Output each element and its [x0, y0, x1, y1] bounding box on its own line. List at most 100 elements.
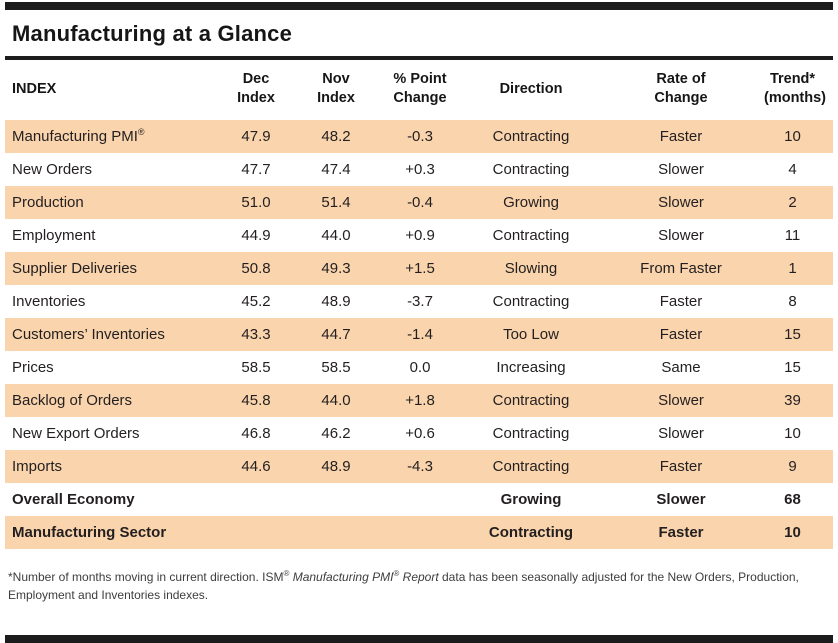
dec-index-cell: 43.3 [241, 326, 271, 343]
dec-index-cell: 46.8 [241, 425, 271, 442]
trend-cell: 11 [784, 227, 801, 244]
direction-cell: Increasing [496, 359, 566, 376]
rate-of-change-cell: From Faster [640, 260, 722, 277]
rate-of-change-cell: Slower [658, 425, 704, 442]
footnote-text: *Number of months moving in current dire… [8, 570, 284, 584]
column-header-index: INDEX [12, 80, 57, 97]
column-header-direction: Direction [499, 80, 563, 97]
rate-of-change-cell: Faster [659, 293, 703, 310]
column-header-rate-of-change: Rate of Change [654, 71, 708, 106]
rate-of-change-cell: Slower [656, 491, 706, 508]
rate-of-change-cell: Faster [658, 524, 704, 541]
direction-cell: Contracting [488, 524, 574, 541]
row-label: Manufacturing PMI® [12, 127, 145, 146]
row-label: Manufacturing Sector [12, 524, 167, 541]
row-label: Overall Economy [12, 491, 135, 508]
point-change-cell: -1.4 [407, 326, 433, 343]
dec-index-cell: 58.5 [241, 359, 271, 376]
dec-index-cell: 44.6 [241, 458, 271, 475]
direction-cell: Slowing [504, 260, 558, 277]
trend-cell: 9 [788, 458, 797, 475]
point-change-cell: -0.3 [407, 128, 433, 145]
table-row: Backlog of Orders 45.8 44.0 +1.8 Contracting… [5, 384, 833, 417]
column-header-nov-index: Nov Index [317, 71, 355, 106]
table-row: New Export Orders 46.8 46.2 +0.6 Contracting… [5, 417, 833, 450]
table-row: Customers’ Inventories 43.3 44.7 -1.4 Too Lo… [5, 318, 833, 351]
dec-index-cell: 44.9 [241, 227, 271, 244]
rate-of-change-cell: Faster [659, 128, 703, 145]
table-row: Imports 44.6 48.9 -4.3 Contracting Faster 9 [5, 450, 833, 483]
table-row: New Orders 47.7 47.4 +0.3 Contracting Slower 4 [5, 153, 833, 186]
direction-cell: Contracting [492, 425, 570, 442]
direction-cell: Contracting [492, 392, 570, 409]
table-row: Inventories 45.2 48.9 -3.7 Contracting Faster… [5, 285, 833, 318]
footnote: *Number of months moving in current dire… [8, 568, 824, 604]
row-label: New Orders [12, 161, 93, 178]
row-label: Supplier Deliveries [12, 260, 138, 277]
point-change-cell: +0.6 [405, 425, 435, 442]
nov-index-cell: 46.2 [321, 425, 351, 442]
trend-cell: 4 [788, 161, 797, 178]
page-title: Manufacturing at a Glance [12, 21, 293, 46]
nov-index-cell: 49.3 [321, 260, 351, 277]
nov-index-cell: 47.4 [321, 161, 351, 178]
rate-of-change-cell: Faster [659, 458, 703, 475]
row-label: Backlog of Orders [12, 392, 133, 409]
point-change-cell: +0.9 [405, 227, 435, 244]
direction-cell: Contracting [492, 458, 570, 475]
point-change-cell: +0.3 [405, 161, 435, 178]
table-header-row: INDEX Dec Index Nov Index % Point Change… [5, 60, 833, 118]
direction-cell: Contracting [492, 293, 570, 310]
nov-index-cell: 48.9 [321, 293, 351, 310]
dec-index-cell: 47.7 [241, 161, 271, 178]
trend-cell: 8 [788, 293, 797, 310]
table-body: Manufacturing PMI® 47.9 48.2 -0.3 Contractin… [5, 120, 833, 549]
table-row: Supplier Deliveries 50.8 49.3 +1.5 Slowing Fr… [5, 252, 833, 285]
direction-cell: Contracting [492, 161, 570, 178]
rate-of-change-cell: Faster [659, 326, 703, 343]
row-label: Prices [12, 359, 54, 376]
column-header-trend: Trend* (months) [764, 71, 827, 106]
point-change-cell: 0.0 [409, 359, 431, 376]
table-row: Overall Economy Growing Slower 68 [5, 483, 833, 516]
trend-cell: 2 [788, 194, 797, 211]
registered-mark: ® [283, 569, 290, 578]
point-change-cell: -3.7 [407, 293, 433, 310]
table-row: Manufacturing Sector Contracting Faster 10 [5, 516, 833, 549]
point-change-cell: -4.3 [407, 458, 433, 475]
trend-cell: 10 [784, 128, 801, 145]
trend-cell: 10 [784, 524, 801, 541]
dec-index-cell: 45.2 [241, 293, 271, 310]
footnote-text: data has been seasonally adjusted for th… [8, 570, 799, 602]
dec-index-cell: 45.8 [241, 392, 271, 409]
rate-of-change-cell: Slower [658, 227, 704, 244]
table-row: Employment 44.9 44.0 +0.9 Contracting Slower 1… [5, 219, 833, 252]
bottom-divider-bar [5, 635, 833, 643]
registered-mark: ® [393, 569, 400, 578]
dec-index-cell: 47.9 [241, 128, 271, 145]
rate-of-change-cell: Same [661, 359, 701, 376]
rate-of-change-cell: Slower [658, 194, 704, 211]
point-change-cell: -0.4 [407, 194, 433, 211]
trend-cell: 1 [788, 260, 797, 277]
rate-of-change-cell: Slower [658, 161, 704, 178]
trend-cell: 15 [784, 359, 801, 376]
dec-index-cell: 51.0 [241, 194, 271, 211]
dec-index-cell: 50.8 [241, 260, 271, 277]
trend-cell: 15 [784, 326, 801, 343]
row-label: Customers’ Inventories [12, 326, 165, 343]
table-row: Manufacturing PMI® 47.9 48.2 -0.3 Contractin… [5, 120, 833, 153]
row-label: Inventories [12, 293, 86, 310]
nov-index-cell: 48.2 [321, 128, 351, 145]
title-rule [5, 56, 833, 60]
table-row: Prices 58.5 58.5 0.0 Increasing Same 15 [5, 351, 833, 384]
trend-cell: 10 [784, 425, 801, 442]
nov-index-cell: 51.4 [321, 194, 351, 211]
nov-index-cell: 58.5 [321, 359, 351, 376]
column-header-dec-index: Dec Index [237, 71, 275, 106]
trend-cell: 39 [784, 392, 801, 409]
row-label: Employment [12, 227, 96, 244]
registered-mark: ® [137, 127, 145, 137]
direction-cell: Too Low [503, 326, 559, 343]
